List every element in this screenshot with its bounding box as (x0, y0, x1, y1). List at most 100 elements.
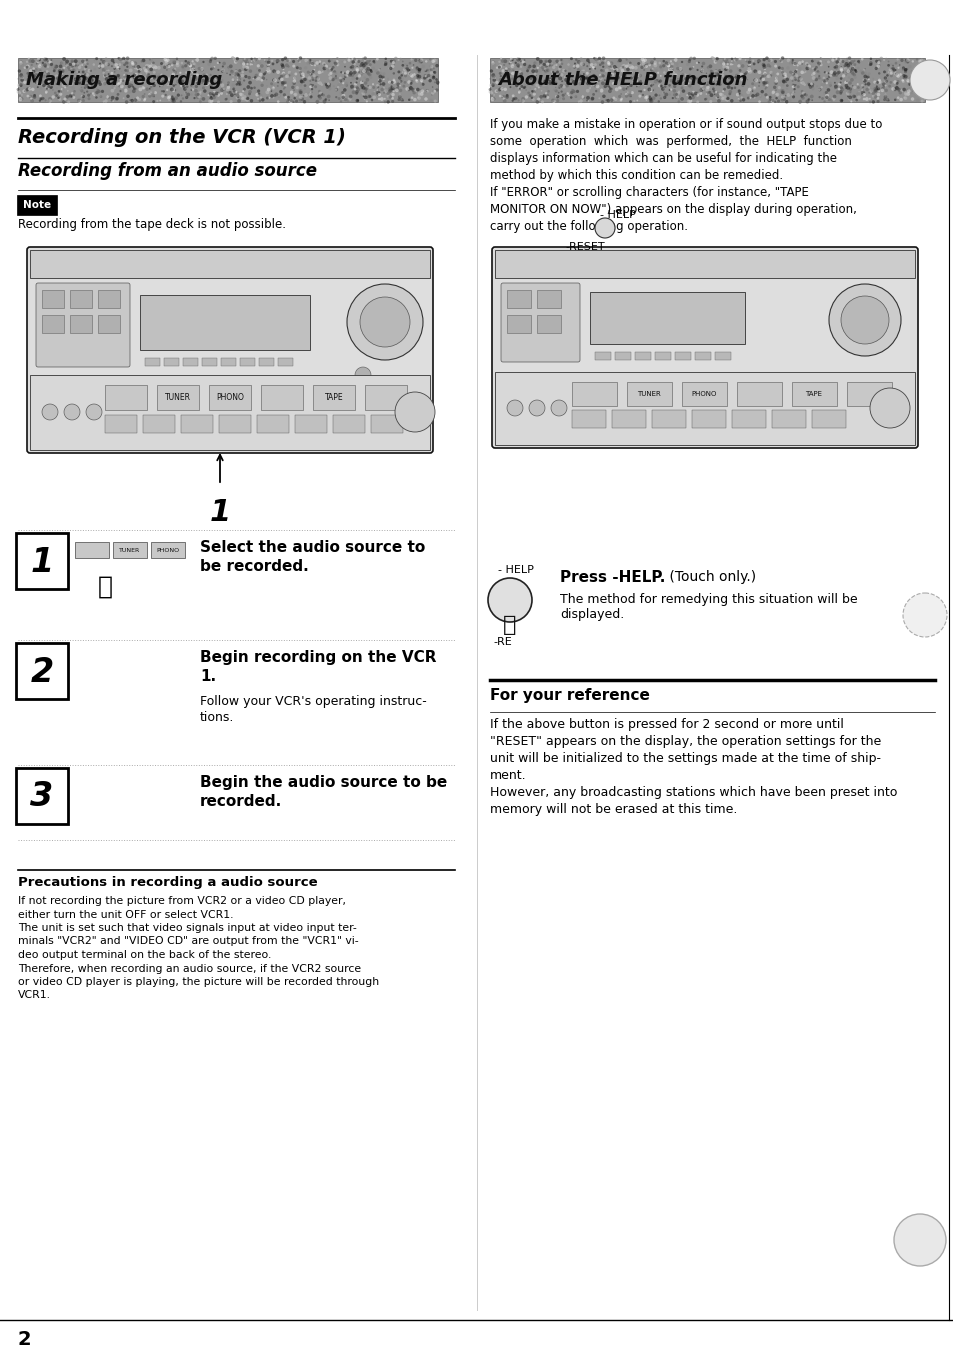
Point (215, 59, 231, 81)
Point (138, 59, 153, 81)
Point (806, 58, 821, 80)
Point (813, 47, 828, 69)
Point (812, 55, 827, 77)
Point (739, 51, 754, 73)
Point (334, 82, 349, 104)
Point (65, 86, 80, 108)
Point (897, 51, 912, 73)
Point (279, 54, 294, 76)
Point (67, 51, 82, 73)
Point (512, 49, 527, 70)
Point (20, 62, 35, 84)
Point (682, 47, 698, 69)
Point (230, 86, 245, 108)
Point (90, 82, 105, 104)
Point (211, 59, 226, 81)
Text: Precautions in recording a audio source: Precautions in recording a audio source (18, 876, 317, 889)
Text: some  operation  which  was  performed,  the  HELP  function: some operation which was performed, the … (490, 135, 851, 148)
Point (588, 49, 603, 70)
Point (498, 61, 514, 82)
Point (307, 54, 322, 76)
Point (623, 55, 639, 77)
Point (868, 50, 883, 71)
Point (746, 77, 761, 98)
Point (560, 54, 576, 76)
Point (190, 71, 205, 93)
Point (221, 71, 236, 93)
Bar (651, 410, 685, 428)
Point (740, 58, 756, 80)
Point (403, 77, 418, 98)
Point (657, 86, 672, 108)
Point (792, 90, 807, 112)
Point (785, 85, 801, 107)
Point (486, 88, 501, 109)
Point (32, 90, 48, 112)
Point (12, 82, 28, 104)
Point (723, 77, 739, 98)
Point (92, 53, 108, 74)
Point (576, 59, 591, 81)
Point (882, 76, 897, 97)
Point (834, 89, 849, 111)
Point (128, 89, 143, 111)
Point (175, 57, 191, 78)
Point (497, 78, 513, 100)
Point (397, 61, 413, 82)
Point (767, 90, 782, 112)
Point (768, 88, 783, 109)
Point (102, 67, 117, 89)
Point (720, 86, 736, 108)
Point (690, 71, 705, 93)
Point (327, 53, 342, 74)
Point (596, 47, 611, 69)
Point (665, 62, 680, 84)
Point (78, 57, 93, 78)
Point (322, 57, 337, 78)
Point (860, 65, 875, 86)
Point (567, 85, 582, 107)
Point (891, 80, 906, 101)
Point (518, 80, 534, 101)
Point (514, 67, 529, 89)
Point (565, 81, 580, 103)
Point (410, 86, 425, 108)
Point (822, 74, 838, 96)
Point (646, 78, 661, 100)
Point (737, 63, 752, 85)
Point (365, 73, 380, 94)
Point (403, 77, 418, 98)
Point (25, 78, 40, 100)
Point (65, 51, 80, 73)
Point (422, 49, 437, 70)
Point (264, 85, 279, 107)
Point (386, 81, 401, 103)
Point (220, 78, 235, 100)
Point (349, 58, 364, 80)
Point (175, 70, 191, 92)
Point (262, 53, 277, 74)
Point (343, 86, 358, 108)
Point (34, 69, 50, 90)
Point (558, 74, 574, 96)
Point (199, 67, 214, 89)
Point (822, 49, 838, 70)
Point (41, 90, 56, 112)
Point (302, 63, 317, 85)
Point (751, 50, 766, 71)
Point (72, 90, 88, 112)
Circle shape (42, 403, 58, 420)
Point (595, 65, 610, 86)
Point (912, 58, 927, 80)
Point (732, 49, 747, 70)
Point (294, 88, 310, 109)
Point (485, 65, 500, 86)
Bar (202, 357, 216, 366)
Point (890, 57, 905, 78)
Point (502, 51, 517, 73)
Point (504, 90, 519, 112)
Point (162, 86, 177, 108)
Point (50, 67, 65, 89)
Point (414, 84, 429, 105)
Point (760, 54, 775, 76)
